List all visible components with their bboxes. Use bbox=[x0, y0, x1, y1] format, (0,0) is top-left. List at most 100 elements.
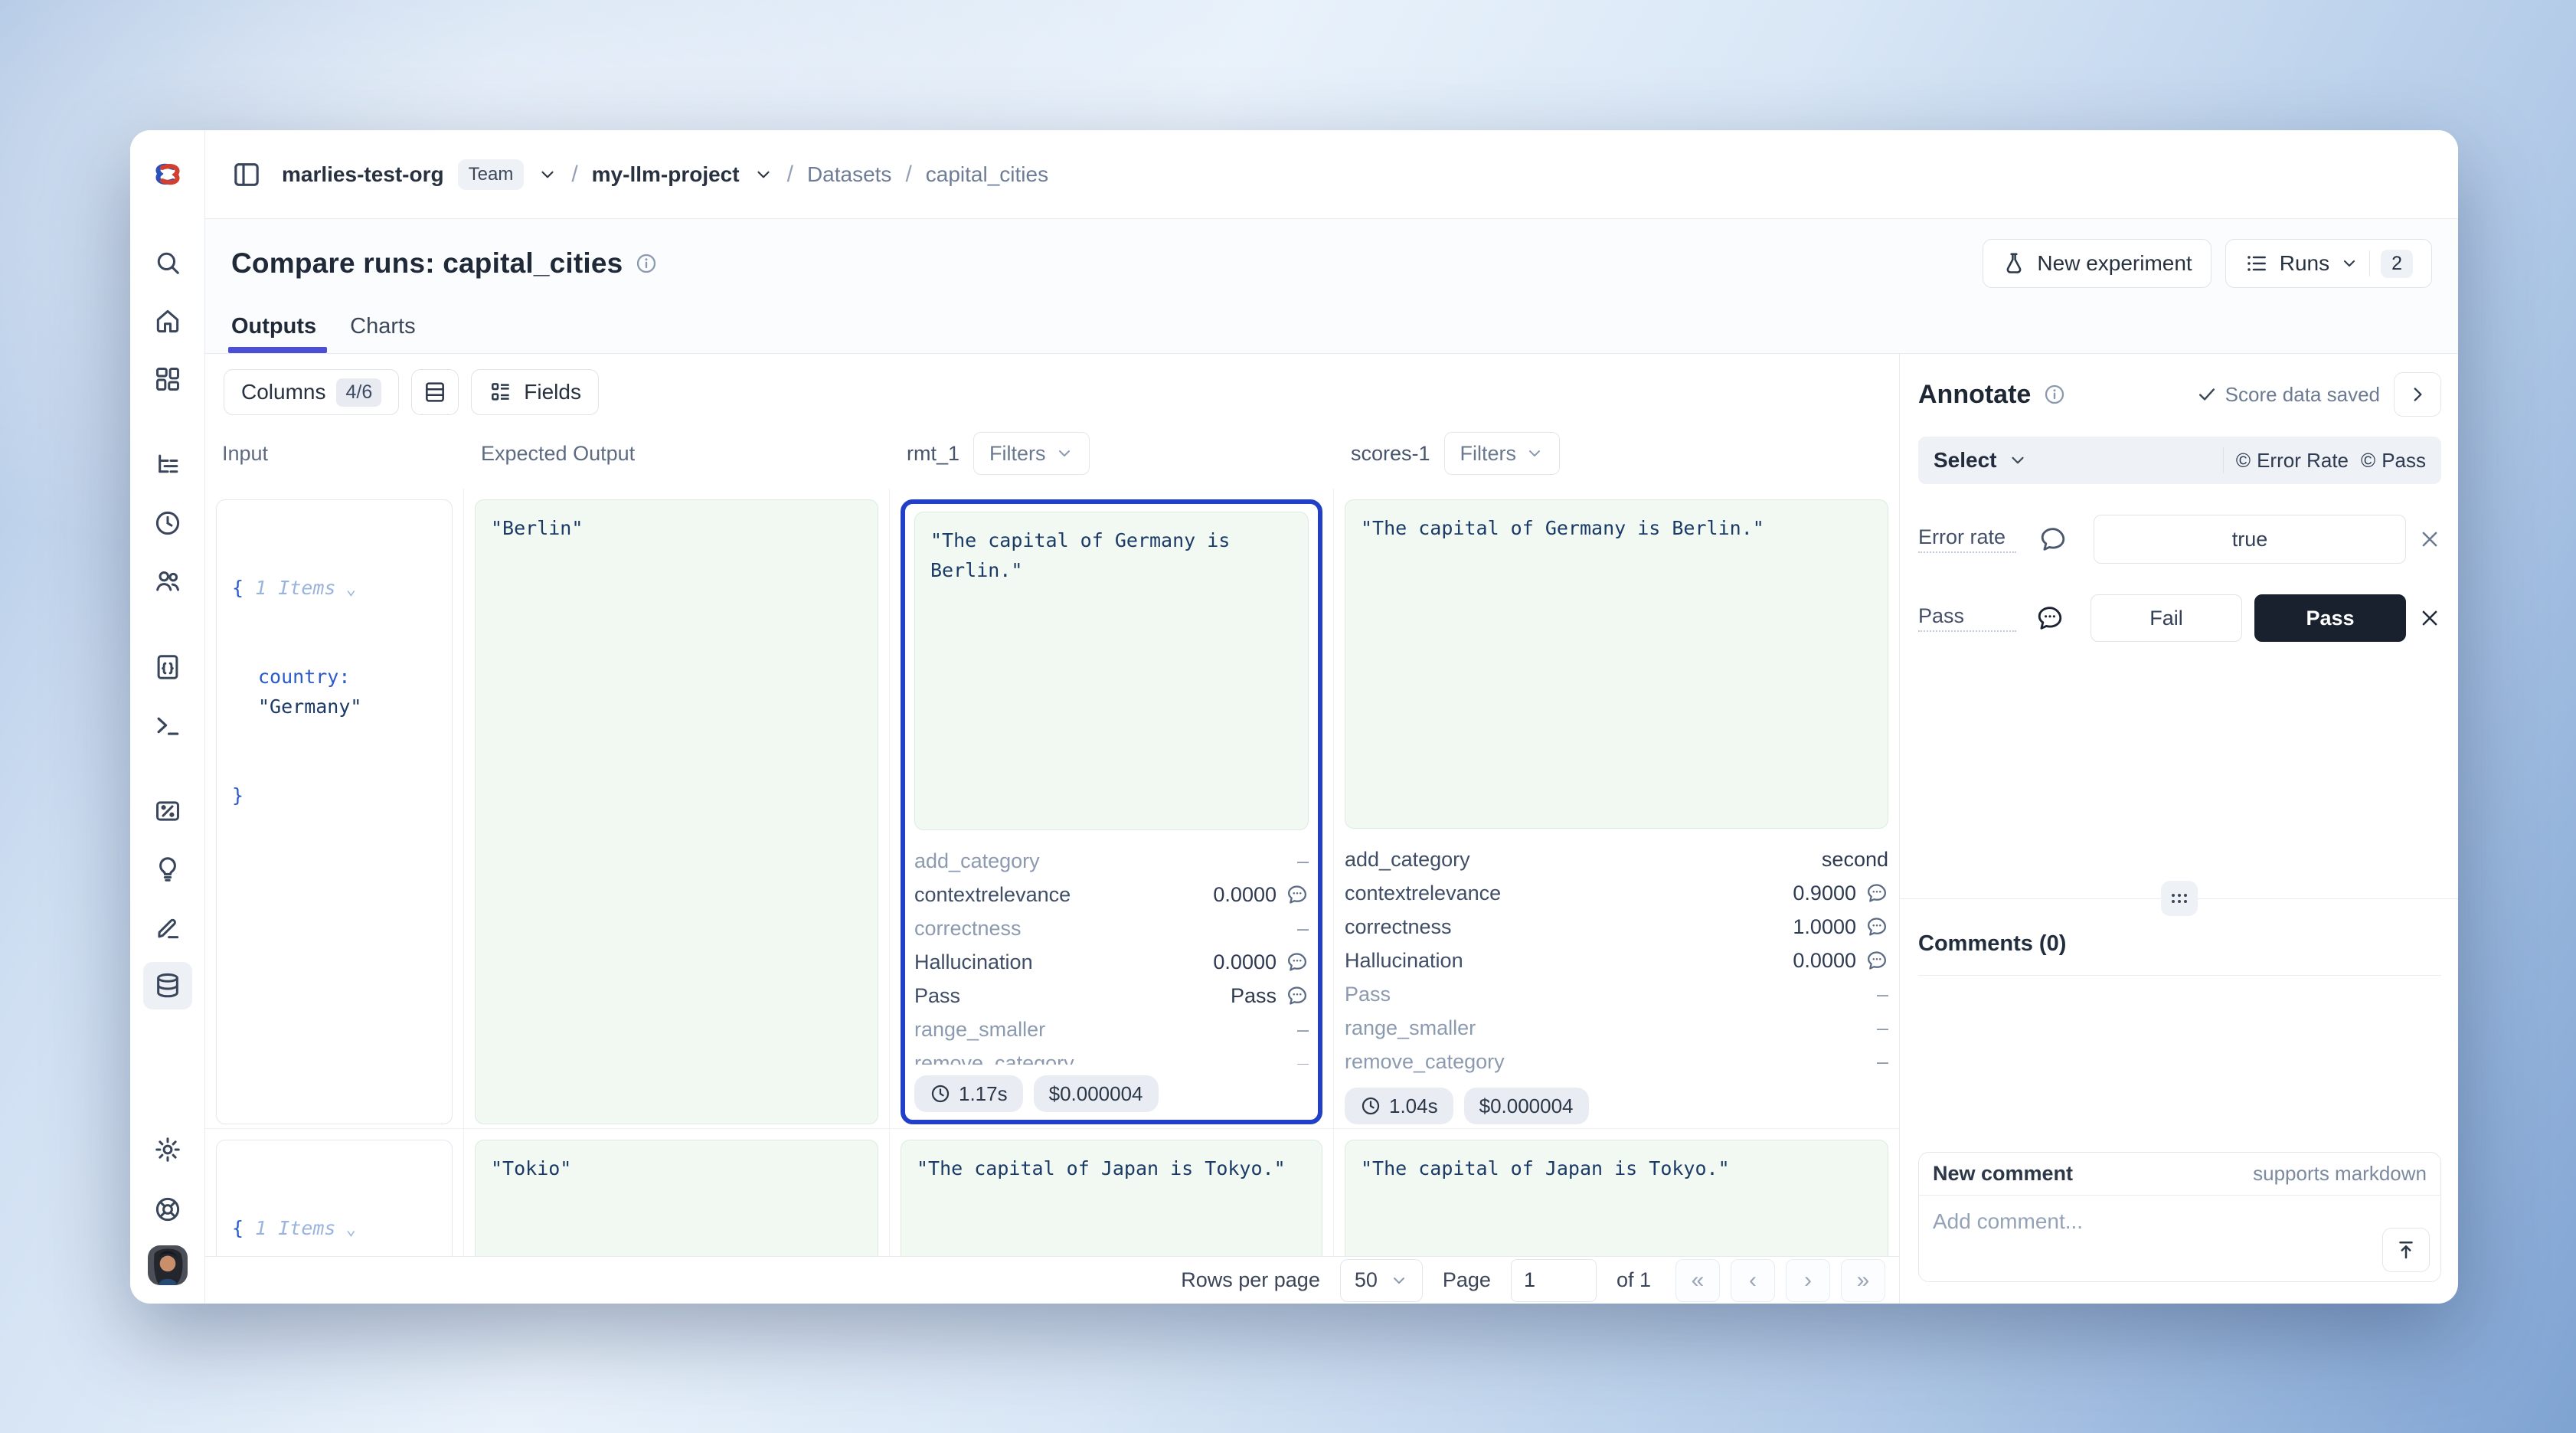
breadcrumb-separator: / bbox=[786, 161, 793, 187]
pass-option-button[interactable]: Pass bbox=[2254, 594, 2406, 642]
error-rate-input[interactable] bbox=[2094, 515, 2406, 564]
breadcrumb-org[interactable]: marlies-test-org bbox=[282, 162, 444, 186]
tab-outputs[interactable]: Outputs bbox=[227, 314, 328, 353]
column-header-expected-output: Expected Output bbox=[481, 441, 636, 465]
submit-arrow-icon bbox=[2399, 1242, 2413, 1259]
column-header-rmt-1: rmt_1 Filters bbox=[890, 426, 1334, 481]
table-rows-icon bbox=[426, 382, 445, 402]
score-saved-status: Score data saved bbox=[2196, 383, 2380, 407]
comment-bubble-icon[interactable] bbox=[1865, 915, 1888, 938]
evaluations-icon[interactable] bbox=[143, 787, 192, 835]
help-lifebuoy-icon[interactable] bbox=[143, 1186, 192, 1233]
breadcrumb-datasets[interactable]: Datasets bbox=[806, 162, 892, 186]
comment-bubble-icon[interactable] bbox=[1286, 984, 1309, 1007]
sidebar-toggle-icon[interactable] bbox=[231, 159, 262, 190]
comment-bubble-icon[interactable] bbox=[1865, 949, 1888, 972]
history-icon[interactable] bbox=[143, 499, 192, 547]
comment-bubble-icon[interactable] bbox=[2038, 525, 2068, 554]
comment-bubble-icon[interactable] bbox=[2035, 604, 2064, 633]
dashboard-icon[interactable] bbox=[143, 355, 192, 403]
settings-gear-icon[interactable] bbox=[143, 1126, 192, 1173]
comment-bubble-icon[interactable] bbox=[1286, 950, 1309, 973]
chevron-down-icon[interactable] bbox=[754, 165, 773, 185]
team-badge: Team bbox=[457, 159, 525, 190]
json-items-expander[interactable]: 1 Items bbox=[255, 1216, 336, 1239]
selected-run-cell[interactable]: "The capital of Germany is Berlin." add_… bbox=[901, 499, 1322, 1124]
comment-bubble-icon[interactable] bbox=[1286, 883, 1309, 906]
fields-label: Fields bbox=[524, 380, 581, 404]
comment-bubble-icon[interactable] bbox=[1865, 882, 1888, 905]
row-height-button[interactable] bbox=[411, 369, 459, 415]
datasets-icon[interactable] bbox=[142, 962, 192, 1009]
collapse-panel-button[interactable] bbox=[2394, 372, 2441, 417]
users-icon[interactable] bbox=[143, 558, 192, 605]
rows-per-page-value: 50 bbox=[1354, 1268, 1378, 1291]
chevron-down-icon[interactable] bbox=[538, 165, 557, 185]
user-avatar[interactable] bbox=[147, 1245, 188, 1285]
info-icon[interactable] bbox=[635, 252, 658, 275]
fail-option-button[interactable]: Fail bbox=[2091, 594, 2242, 642]
resize-drag-handle[interactable] bbox=[2160, 881, 2198, 916]
run-name[interactable]: scores-1 bbox=[1351, 441, 1430, 465]
expected-output-text: "Tokio" bbox=[475, 1140, 878, 1256]
runs-label: Runs bbox=[2279, 251, 2330, 275]
last-page-button[interactable]: » bbox=[1841, 1258, 1885, 1302]
breadcrumb-separator: / bbox=[905, 161, 912, 187]
run-name[interactable]: rmt_1 bbox=[907, 441, 960, 465]
markdown-hint: supports markdown bbox=[2253, 1162, 2427, 1185]
clear-pass-icon[interactable] bbox=[2418, 607, 2441, 630]
home-icon[interactable] bbox=[143, 297, 192, 345]
run-stats: 1.17s $0.000004 bbox=[914, 1066, 1309, 1112]
previous-page-button[interactable]: ‹ bbox=[1731, 1258, 1775, 1302]
lightbulb-icon[interactable] bbox=[143, 846, 192, 893]
input-cell[interactable]: { 1 Items ⌄ country: "Germany" } bbox=[205, 489, 464, 1135]
table-toolbar: Columns 4/6 Fields bbox=[205, 354, 1899, 426]
run-output-cell-rmt-1[interactable]: "The capital of Japan is Tokyo." bbox=[890, 1129, 1334, 1256]
submit-comment-button[interactable] bbox=[2382, 1228, 2430, 1272]
next-page-button[interactable]: › bbox=[1786, 1258, 1830, 1302]
badge-pass[interactable]: © Pass bbox=[2361, 448, 2426, 472]
columns-button[interactable]: Columns 4/6 bbox=[224, 369, 400, 415]
breadcrumb-dataset-name[interactable]: capital_cities bbox=[925, 162, 1049, 186]
annotation-pen-icon[interactable] bbox=[143, 904, 192, 951]
tab-charts[interactable]: Charts bbox=[350, 314, 416, 339]
filters-button-scores-1[interactable]: Filters bbox=[1443, 432, 1561, 475]
chevron-down-icon bbox=[2344, 260, 2355, 267]
page-number-input[interactable] bbox=[1510, 1258, 1597, 1302]
expected-output-cell[interactable]: "Tokio" bbox=[464, 1129, 890, 1256]
first-page-button[interactable]: « bbox=[1675, 1258, 1720, 1302]
run-output-cell-scores-1[interactable]: "The capital of Japan is Tokyo." bbox=[1334, 1129, 1899, 1256]
fields-button[interactable]: Fields bbox=[471, 369, 599, 415]
annotation-select-dropdown[interactable]: Select bbox=[1934, 448, 2028, 473]
json-brace: { bbox=[232, 576, 244, 599]
outputs-table: Columns 4/6 Fields Input Expected Output bbox=[205, 354, 1899, 1304]
breadcrumb-project[interactable]: my-llm-project bbox=[591, 162, 740, 186]
traces-icon[interactable] bbox=[143, 441, 192, 489]
comment-input[interactable] bbox=[1919, 1196, 2440, 1281]
new-comment-card: New comment supports markdown bbox=[1918, 1152, 2441, 1282]
clear-error-rate-icon[interactable] bbox=[2418, 528, 2441, 551]
latency-chip: 1.04s bbox=[1345, 1088, 1453, 1124]
expected-output-cell[interactable]: "Berlin" bbox=[464, 489, 890, 1135]
file-code-icon[interactable] bbox=[143, 643, 192, 691]
rows-per-page-label: Rows per page bbox=[1181, 1268, 1320, 1291]
field-label: Error rate bbox=[1918, 525, 2016, 553]
annotation-field-error-rate: Error rate bbox=[1918, 515, 2441, 564]
new-experiment-button[interactable]: New experiment bbox=[1983, 239, 2212, 288]
clock-icon bbox=[931, 1085, 950, 1103]
badge-error-rate[interactable]: © Error Rate bbox=[2235, 448, 2349, 472]
run-output-cell-scores-1[interactable]: "The capital of Germany is Berlin." add_… bbox=[1334, 489, 1899, 1135]
org-logo[interactable] bbox=[130, 130, 204, 219]
columns-count-badge: 4/6 bbox=[336, 378, 382, 407]
run-output-cell-rmt-1[interactable]: "The capital of Germany is Berlin." add_… bbox=[890, 489, 1334, 1135]
input-cell[interactable]: { 1 Items ⌄ country: "Japan" } bbox=[205, 1129, 464, 1256]
terminal-icon[interactable] bbox=[143, 702, 192, 749]
json-items-expander[interactable]: 1 Items bbox=[255, 576, 336, 599]
search-icon[interactable] bbox=[143, 239, 192, 286]
filters-button-rmt-1[interactable]: Filters bbox=[973, 432, 1090, 475]
info-icon[interactable] bbox=[2043, 383, 2066, 406]
runs-button[interactable]: Runs 2 bbox=[2225, 239, 2432, 288]
column-header-input: Input bbox=[222, 441, 269, 465]
rows-per-page-select[interactable]: 50 bbox=[1339, 1258, 1423, 1302]
expected-output-text: "Berlin" bbox=[475, 499, 878, 1124]
